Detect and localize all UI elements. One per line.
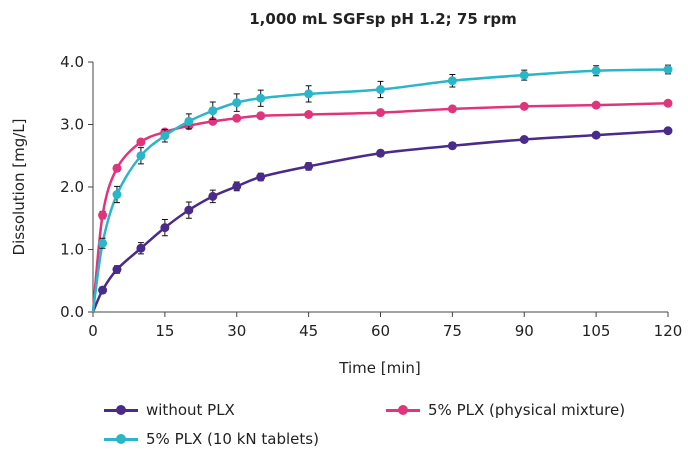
legend-label: 5% PLX (10 kN tablets) xyxy=(146,430,319,448)
data-point xyxy=(160,131,170,141)
data-point xyxy=(98,238,108,248)
data-point xyxy=(447,104,457,114)
y-tick-label: 0.0 xyxy=(60,303,84,321)
data-point xyxy=(447,76,457,86)
data-point xyxy=(376,85,385,94)
y-tick-label: 3.0 xyxy=(60,116,84,134)
y-tick-label: 1.0 xyxy=(60,241,84,259)
data-point xyxy=(208,191,218,201)
data-point xyxy=(160,223,170,233)
series-2 xyxy=(91,64,673,313)
data-point xyxy=(256,111,266,121)
series-line xyxy=(91,129,669,313)
x-tick-label: 90 xyxy=(515,322,534,340)
data-point xyxy=(376,108,385,118)
y-tick-label: 2.0 xyxy=(60,178,84,196)
series-line xyxy=(91,102,669,313)
data-point xyxy=(376,148,385,158)
data-point xyxy=(519,135,529,144)
x-tick-label: 0 xyxy=(88,322,98,340)
data-point xyxy=(447,141,457,151)
data-point xyxy=(591,100,601,110)
x-tick-label: 45 xyxy=(299,322,318,340)
legend-swatch xyxy=(386,404,420,416)
data-point xyxy=(184,205,194,215)
legend-item-plx-physical-mixture: 5% PLX (physical mixture) xyxy=(386,401,625,419)
data-point xyxy=(663,126,673,136)
data-point xyxy=(256,93,266,103)
data-point xyxy=(98,285,108,295)
data-point xyxy=(112,190,122,199)
chart-title: 1,000 mL SGFsp pH 1.2; 75 rpm xyxy=(249,10,517,28)
data-point xyxy=(184,116,194,126)
x-tick-label: 120 xyxy=(654,322,683,340)
series-0 xyxy=(91,126,673,313)
data-point xyxy=(112,163,122,173)
legend-item-without-plx: without PLX xyxy=(104,401,235,419)
data-point xyxy=(136,151,146,161)
x-tick-label: 15 xyxy=(155,322,174,340)
data-point xyxy=(304,110,314,119)
data-point xyxy=(519,101,529,111)
series-layer xyxy=(91,64,673,313)
x-tick-label: 60 xyxy=(371,322,390,340)
data-point xyxy=(663,98,673,108)
data-point xyxy=(591,130,601,140)
data-point xyxy=(208,106,218,116)
data-point xyxy=(304,161,314,171)
data-point xyxy=(519,70,529,80)
data-point xyxy=(112,265,122,274)
data-point xyxy=(591,66,601,76)
x-tick-label: 30 xyxy=(227,322,246,340)
legend-label: without PLX xyxy=(146,401,235,419)
x-tick-label: 105 xyxy=(582,322,611,340)
legend-swatch xyxy=(104,433,138,445)
data-point xyxy=(98,210,108,220)
legend-swatch xyxy=(104,404,138,416)
data-point xyxy=(136,243,146,253)
axes: 0 15 30 45 60 75 90 105 120 0.0 1.0 2.0 3.0 4.0 xyxy=(60,53,682,340)
x-tick-label: 75 xyxy=(443,322,462,340)
y-axis-label: Dissolution [mg/L] xyxy=(10,119,28,256)
data-point xyxy=(136,137,146,147)
y-tick-label: 4.0 xyxy=(60,53,84,71)
series-1 xyxy=(91,98,673,313)
data-point xyxy=(663,65,673,74)
data-point xyxy=(256,172,266,182)
data-point xyxy=(304,89,314,99)
legend-label: 5% PLX (physical mixture) xyxy=(428,401,626,419)
data-point xyxy=(232,98,242,108)
legend-item-plx-10kn-tablets: 5% PLX (10 kN tablets) xyxy=(104,430,319,448)
data-point xyxy=(232,181,242,191)
x-axis-label: Time [min] xyxy=(338,359,420,377)
data-point xyxy=(232,113,242,123)
